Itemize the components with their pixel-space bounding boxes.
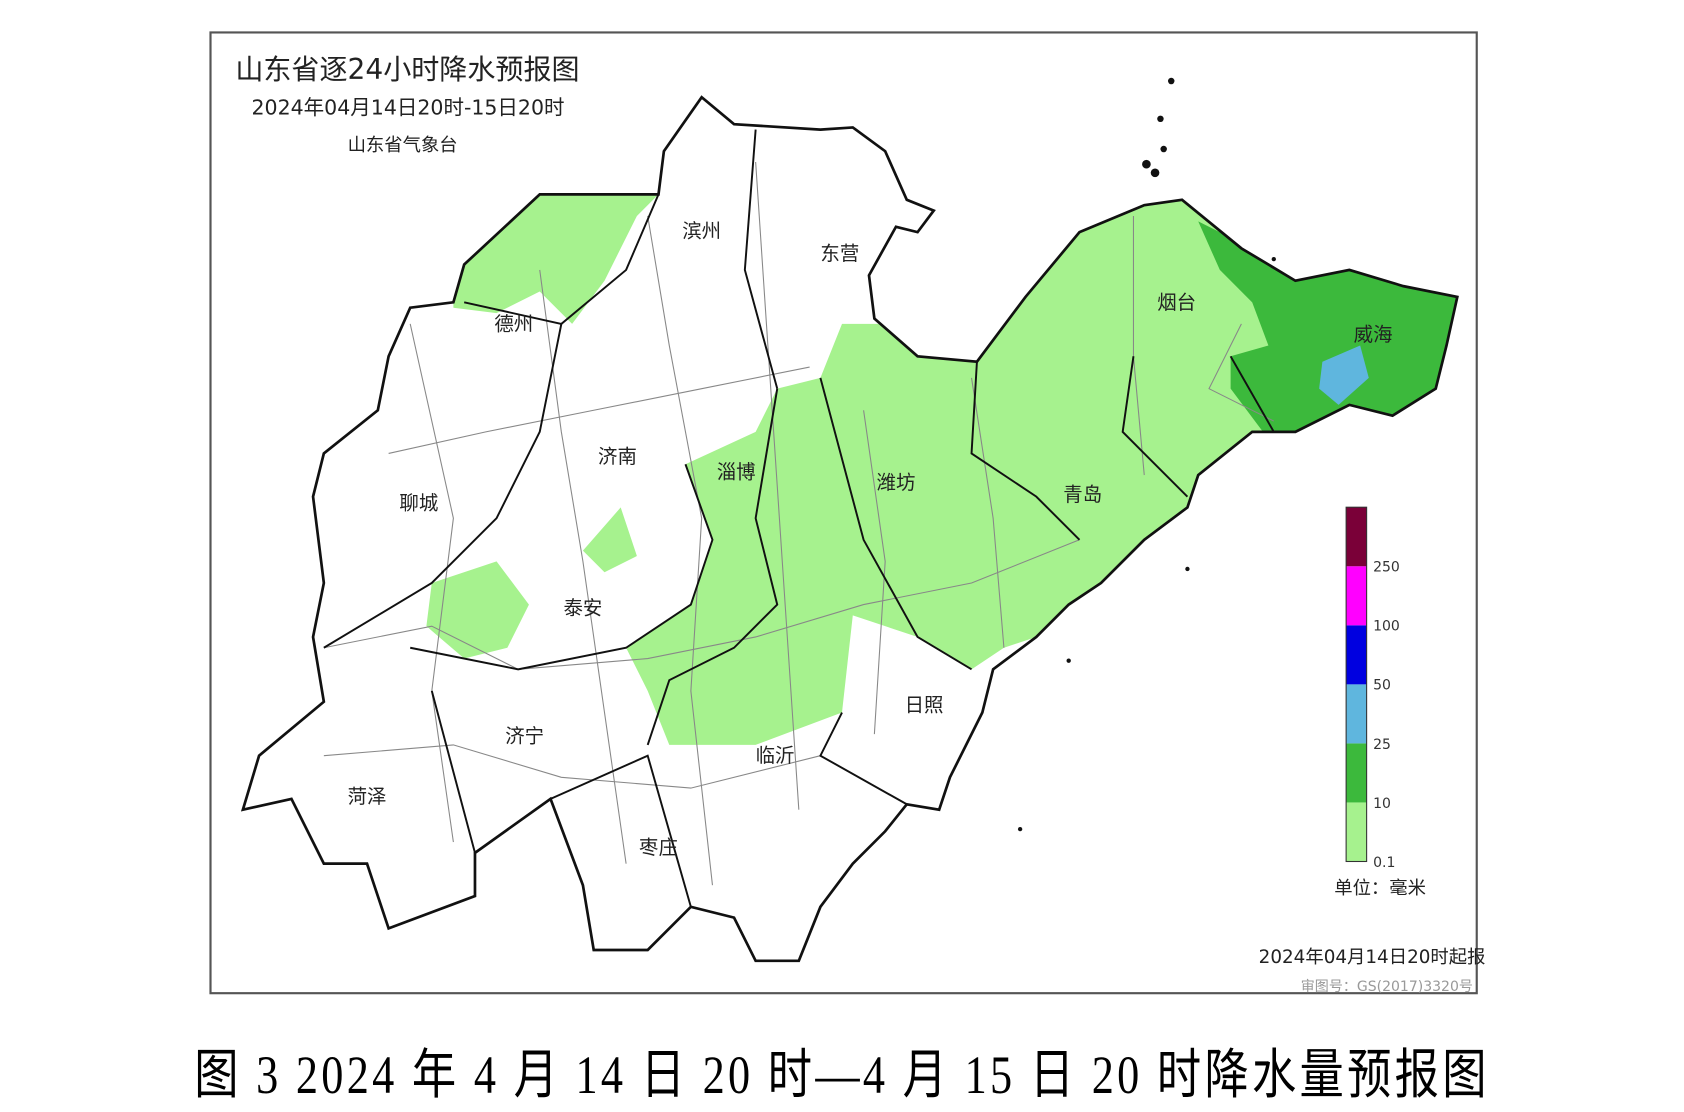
map-issuer: 山东省气象台 <box>348 135 458 156</box>
city-label: 潍坊 <box>877 471 916 494</box>
legend-swatch <box>1346 507 1367 567</box>
issued-time: 2024年04月14日20时起报 <box>1259 947 1486 968</box>
approval-number: 审图号：GS(2017)3320号 <box>1301 979 1473 995</box>
city-label: 淄博 <box>717 460 756 483</box>
legend: 0.1 10 25 50 100 250 <box>1345 506 1400 871</box>
legend-swatch <box>1346 743 1367 803</box>
legend-tick-label: 100 <box>1373 619 1400 635</box>
city-label: 威海 <box>1354 323 1393 346</box>
city-label: 济宁 <box>505 725 544 748</box>
legend-tick-label: 250 <box>1373 560 1400 576</box>
city-label: 临沂 <box>756 744 795 767</box>
moderate-rain-area-weihai <box>1198 221 1458 432</box>
light-rain-area-central <box>626 199 1350 745</box>
map-period: 2024年04月14日20时-15日20时 <box>252 95 565 119</box>
legend-swatch <box>1346 566 1367 626</box>
legend-tick-label: 25 <box>1373 737 1391 753</box>
city-label: 聊城 <box>399 492 438 515</box>
city-label: 泰安 <box>563 596 602 619</box>
legend-tick-label: 10 <box>1373 796 1391 812</box>
city-label: 青岛 <box>1063 483 1102 506</box>
city-labels: 滨州 东营 德州 烟台 威海 济南 淄博 潍坊 聊城 青岛 泰安 日照 济宁 临… <box>348 220 1393 859</box>
light-rain-area-taian <box>426 561 529 659</box>
city-label: 滨州 <box>682 220 721 243</box>
legend-tick-label: 50 <box>1373 678 1391 694</box>
light-rain-area-taian-north <box>582 507 637 573</box>
city-label: 德州 <box>494 312 533 335</box>
map-title: 山东省逐24小时降水预报图 <box>235 53 579 86</box>
figure-caption: 图 3 2024 年 4 月 14 日 20 时—4 月 15 日 20 时降水… <box>194 1045 1490 1105</box>
city-label: 日照 <box>905 693 944 716</box>
legend-tick-label: 0.1 <box>1373 855 1395 871</box>
legend-border <box>1345 506 1368 863</box>
city-label: 烟台 <box>1157 291 1196 314</box>
prefecture-borders <box>323 129 1275 908</box>
legend-swatch <box>1346 802 1367 862</box>
legend-swatch <box>1346 625 1367 685</box>
legend-swatch <box>1346 684 1367 744</box>
city-label: 东营 <box>820 242 859 265</box>
county-borders <box>323 161 1275 886</box>
heavy-rain-area <box>1319 345 1369 405</box>
precipitation-areas <box>426 194 1458 745</box>
city-label: 菏泽 <box>348 785 387 808</box>
legend-unit: 单位：毫米 <box>1334 878 1426 899</box>
islands <box>1017 77 1276 832</box>
city-label: 枣庄 <box>639 836 678 859</box>
city-label: 济南 <box>598 445 637 468</box>
